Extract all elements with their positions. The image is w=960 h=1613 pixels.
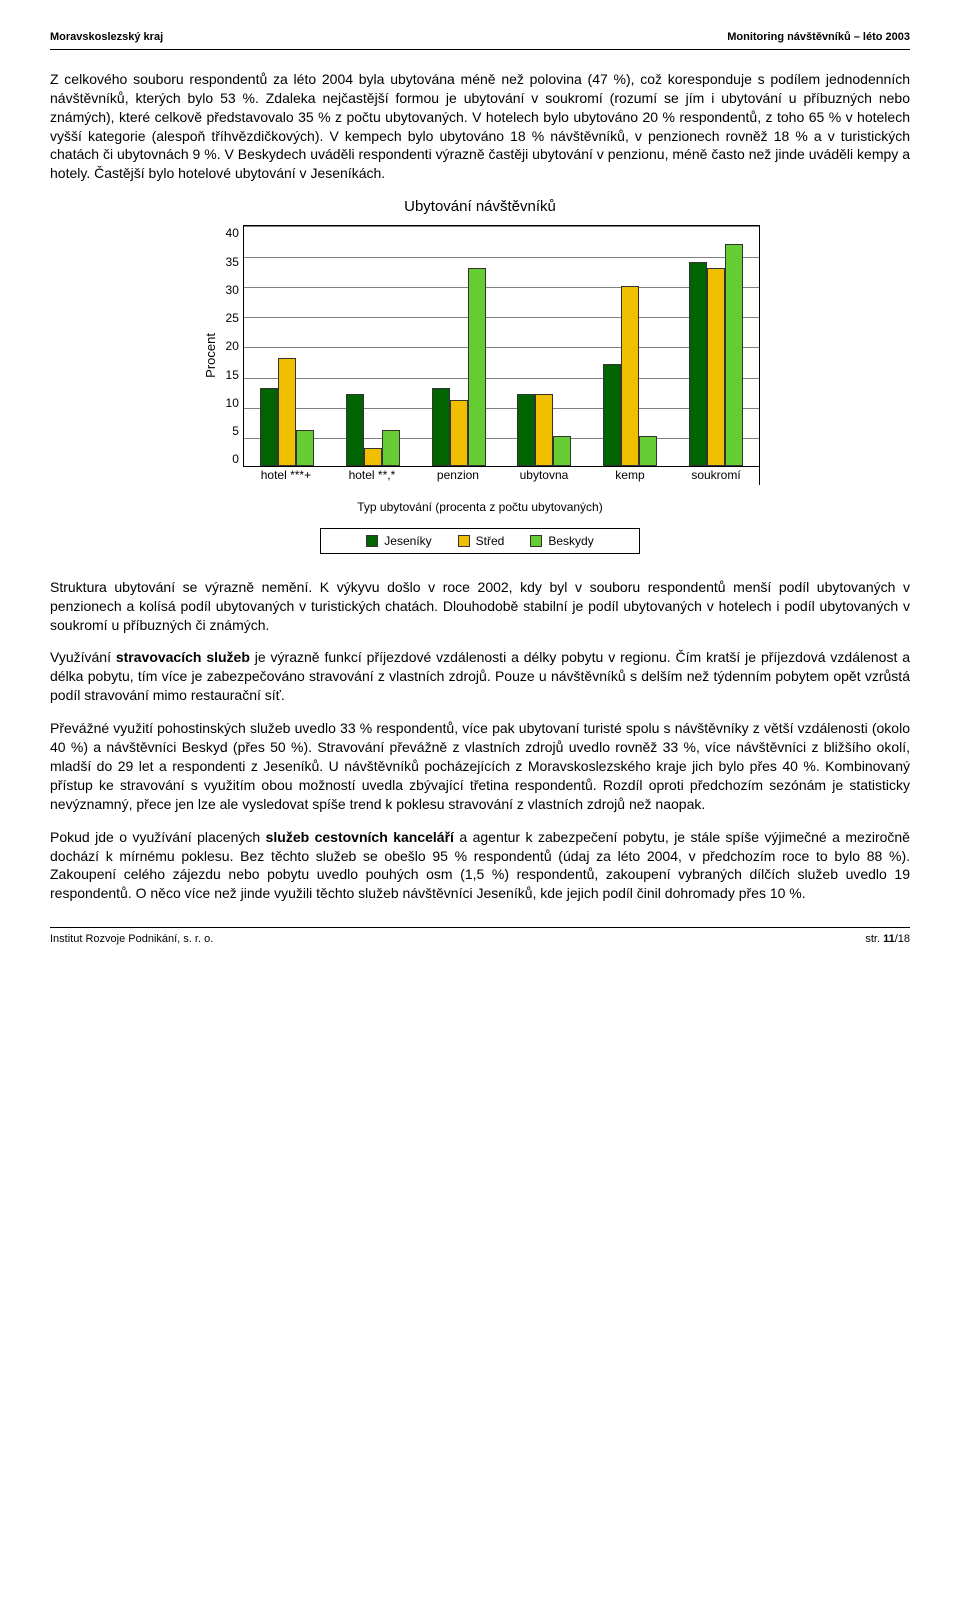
chart-xlabels: hotel ***+hotel **,*penzionubytovnakemps… (243, 467, 759, 485)
chart-ylabel: Procent (200, 333, 222, 378)
page-header: Moravskoslezský kraj Monitoring návštěvn… (50, 30, 910, 45)
bar (260, 388, 278, 466)
bar-group (244, 226, 330, 466)
legend-swatch (366, 535, 378, 547)
legend-swatch (530, 535, 542, 547)
bar (689, 262, 707, 466)
bar (346, 394, 364, 466)
ytick: 20 (226, 338, 239, 354)
bar (432, 388, 450, 466)
header-left: Moravskoslezský kraj (50, 30, 163, 45)
bar-group (330, 226, 416, 466)
paragraph-2: Struktura ubytování se výrazně nemění. K… (50, 578, 910, 635)
legend-label: Beskydy (548, 533, 593, 549)
footer-left: Institut Rozvoje Podnikání, s. r. o. (50, 932, 213, 947)
bar (707, 268, 725, 466)
bar (639, 436, 657, 466)
ytick: 0 (232, 451, 239, 467)
footer-rule (50, 927, 910, 928)
bar-group (416, 226, 502, 466)
footer-right: str. 11/18 (865, 932, 910, 947)
bar (535, 394, 553, 466)
xlabel: penzion (415, 467, 501, 485)
legend-item: Beskydy (530, 533, 593, 549)
bar (725, 244, 743, 466)
ytick: 25 (226, 310, 239, 326)
paragraph-3: Využívání stravovacích služeb je výrazně… (50, 648, 910, 705)
bar (296, 430, 314, 466)
xlabel: ubytovna (501, 467, 587, 485)
chart-legend: Jeseníky Střed Beskydy (320, 528, 640, 554)
paragraph-5: Pokud jde o využívání placených služeb c… (50, 828, 910, 904)
page-footer: Institut Rozvoje Podnikání, s. r. o. str… (50, 932, 910, 947)
ytick: 30 (226, 282, 239, 298)
chart-plot: hotel ***+hotel **,*penzionubytovnakemps… (243, 225, 760, 485)
paragraph-4: Převážné využití pohostinských služeb uv… (50, 719, 910, 813)
bar (364, 448, 382, 466)
chart-area: Procent 40 35 30 25 20 15 10 5 0 hotel ***+hotel… (200, 225, 760, 485)
footer-right-pre: str. (865, 933, 883, 945)
bar (603, 364, 621, 466)
para5-pre: Pokud jde o využívání placených (50, 829, 266, 845)
bar (382, 430, 400, 466)
legend-item: Jeseníky (366, 533, 431, 549)
ytick: 5 (232, 423, 239, 439)
accommodation-chart: Ubytování návštěvníků Procent 40 35 30 25 20… (200, 197, 760, 554)
ytick: 10 (226, 395, 239, 411)
chart-bars (243, 226, 759, 467)
footer-right-bold: 11 (883, 933, 895, 945)
footer-right-post: /18 (895, 933, 910, 945)
paragraph-1: Z celkového souboru respondentů za léto … (50, 70, 910, 183)
legend-item: Střed (458, 533, 505, 549)
header-rule (50, 49, 910, 50)
bar (450, 400, 468, 466)
chart-axis-caption: Typ ubytování (procenta z počtu ubytovan… (200, 499, 760, 515)
legend-label: Střed (476, 533, 505, 549)
legend-swatch (458, 535, 470, 547)
ytick: 35 (226, 254, 239, 270)
bar-group (587, 226, 673, 466)
xlabel: kemp (587, 467, 673, 485)
bar (468, 268, 486, 466)
bar (278, 358, 296, 466)
ytick: 40 (226, 225, 239, 241)
para3-bold: stravovacích služeb (116, 649, 250, 665)
chart-title: Ubytování návštěvníků (200, 197, 760, 217)
bar-group (673, 226, 759, 466)
chart-yticks: 40 35 30 25 20 15 10 5 0 (222, 225, 243, 485)
bar (621, 286, 639, 466)
xlabel: hotel ***+ (243, 467, 329, 485)
xlabel: soukromí (673, 467, 759, 485)
ytick: 15 (226, 367, 239, 383)
xlabel: hotel **,* (329, 467, 415, 485)
bar (553, 436, 571, 466)
para5-bold: služeb cestovních kanceláří (266, 829, 454, 845)
bar (517, 394, 535, 466)
para3-pre: Využívání (50, 649, 116, 665)
legend-label: Jeseníky (384, 533, 431, 549)
header-right: Monitoring návštěvníků – léto 2003 (727, 30, 910, 45)
bar-group (501, 226, 587, 466)
